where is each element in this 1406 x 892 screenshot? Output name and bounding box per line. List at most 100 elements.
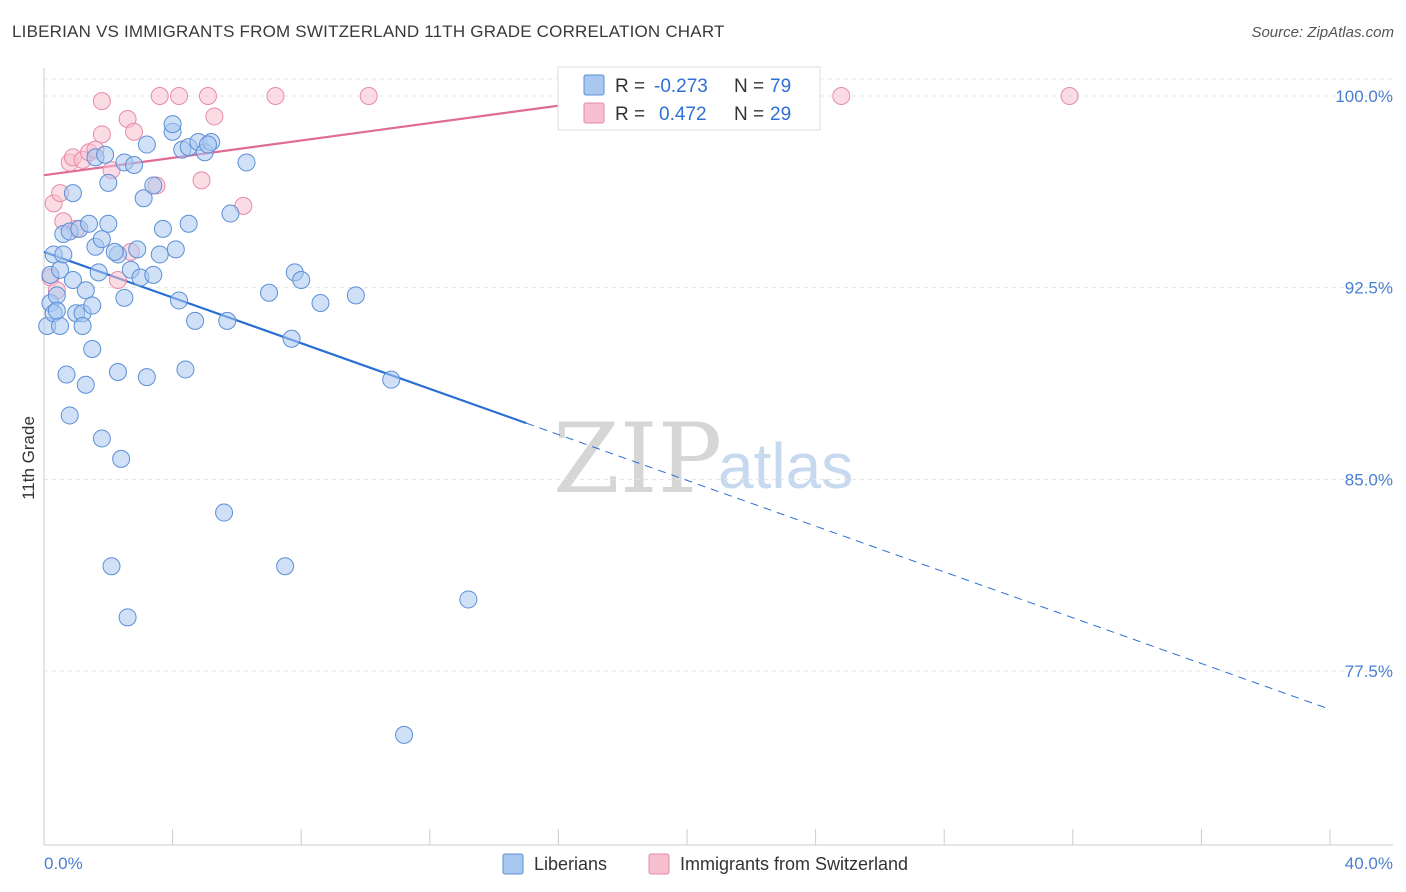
point-swiss [92,125,111,144]
point-liberians [198,135,217,154]
point-swiss [266,87,285,105]
point-swiss [170,87,189,105]
point-liberians [63,271,82,289]
point-liberians [134,189,153,208]
point-liberians [108,363,127,381]
stats-legend: R = -0.273 N = 79 R = 0.472 N = 29 [557,66,821,131]
point-liberians [166,240,185,259]
point-swiss [198,87,217,105]
point-liberians [125,156,144,174]
chart-title: LIBERIAN VS IMMIGRANTS FROM SWITZERLAND … [12,22,725,41]
point-liberians [63,184,82,203]
legend-swatch-swiss [583,102,605,124]
point-liberians [76,375,95,394]
point-liberians [221,204,240,223]
legend-swatch-liberians [583,74,605,96]
point-swiss [125,122,144,141]
point-swiss [92,92,111,111]
point-swiss [205,107,224,126]
watermark-zip: ZIP [553,403,722,515]
point-liberians [128,240,147,259]
point-liberians [163,115,182,134]
point-liberians [395,725,414,744]
point-swiss [192,171,211,190]
point-liberians [83,296,102,315]
point-liberians [83,340,102,358]
point-liberians [137,135,156,154]
trend-line-liberians-extrapolated [526,422,1331,710]
bottom-legend-swatch-swiss [648,853,670,875]
point-liberians [137,368,156,387]
point-liberians [92,230,111,249]
bottom-legend-liberians: Liberians [534,854,607,874]
point-liberians [57,365,76,384]
point-swiss [108,271,127,289]
legend-n-swiss: 29 [770,104,791,125]
point-liberians [47,286,66,305]
point-liberians [218,311,237,330]
data-points [38,87,1079,744]
point-liberians [282,329,301,348]
point-liberians [60,406,79,425]
legend-r-liberians: -0.273 [654,76,708,97]
point-liberians [382,370,401,389]
trend-lines [43,87,1331,710]
point-liberians [112,449,131,468]
point-liberians [276,557,295,576]
point-liberians [459,590,478,609]
point-liberians [176,360,195,379]
point-liberians [92,429,111,448]
legend-n-liberians: 79 [770,76,791,97]
point-liberians [215,503,234,522]
point-liberians [80,214,99,233]
series-legend: Liberians Immigrants from Switzerland [502,853,908,875]
x-tick-label-max: 40.0% [1345,854,1393,873]
point-swiss [359,87,378,105]
point-liberians [292,271,311,289]
legend-r-label-swiss: R = [615,104,645,125]
point-liberians [51,317,70,335]
point-liberians [346,286,365,305]
legend-r-swiss: 0.472 [659,104,707,125]
point-liberians [99,214,118,233]
x-tick-label-min: 0.0% [44,854,83,873]
y-tick-label: 100.0% [1335,87,1393,106]
axes [43,68,1393,846]
y-tick-label: 85.0% [1345,470,1393,489]
legend-r-label-liberians: R = [615,76,645,97]
bottom-legend-swatch-liberians [502,853,524,875]
point-liberians [118,608,137,627]
legend-n-label-liberians: N = [734,76,764,97]
point-liberians [96,145,115,164]
point-swiss [832,87,851,105]
point-liberians [115,288,134,307]
point-liberians [237,153,256,172]
point-liberians [153,219,172,238]
y-tick-label: 77.5% [1345,662,1393,681]
point-liberians [105,242,124,261]
point-liberians [260,283,279,302]
point-liberians [170,291,189,310]
legend-n-label-swiss: N = [734,104,764,125]
point-liberians [144,176,163,195]
watermark-atlas: atlas [718,430,853,502]
point-swiss [1060,87,1079,105]
point-liberians [311,294,330,312]
point-liberians [179,214,198,233]
point-liberians [54,245,73,264]
point-liberians [186,311,205,330]
point-liberians [76,281,95,300]
bottom-legend-swiss: Immigrants from Switzerland [680,854,908,874]
point-liberians [47,301,66,320]
point-swiss [150,87,169,105]
y-axis-title: 11th Grade [19,416,38,500]
point-liberians [89,263,108,282]
point-liberians [102,557,121,576]
point-liberians [73,317,92,335]
source-label: Source: ZipAtlas.com [1251,24,1394,41]
y-tick-label: 92.5% [1345,279,1393,298]
point-liberians [99,173,118,192]
point-liberians [150,245,169,264]
point-liberians [144,265,163,284]
